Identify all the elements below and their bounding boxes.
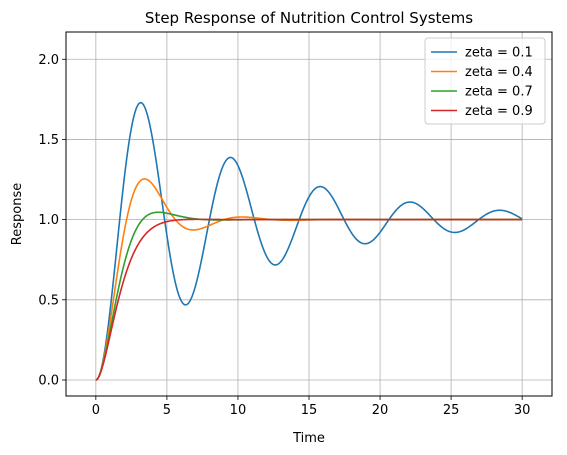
x-tick-label: 0 (92, 403, 100, 418)
legend-label: zeta = 0.1 (465, 46, 533, 61)
y-axis-ticks: 0.0 0.5 1.0 1.5 2.0 (38, 53, 66, 388)
y-tick-label: 0.0 (38, 373, 59, 388)
legend-label: zeta = 0.4 (465, 65, 533, 80)
x-tick-label: 25 (443, 403, 460, 418)
legend: zeta = 0.1 zeta = 0.4 zeta = 0.7 zeta = 0.9 (424, 37, 546, 125)
chart-title: Step Response of Nutrition Control Syste… (145, 9, 473, 27)
x-tick-label: 30 (514, 403, 531, 418)
x-tick-label: 15 (301, 403, 318, 418)
x-axis-label: Time (292, 431, 325, 446)
y-tick-label: 1.5 (38, 133, 59, 148)
x-tick-label: 20 (372, 403, 389, 418)
x-axis-ticks: 0 5 10 15 20 25 30 (92, 396, 531, 418)
x-tick-label: 5 (163, 403, 171, 418)
y-tick-label: 2.0 (38, 53, 59, 68)
y-tick-label: 0.5 (38, 293, 59, 308)
legend-label: zeta = 0.9 (465, 104, 533, 119)
series-line (95, 218, 523, 381)
series-lines (95, 101, 523, 381)
x-tick-label: 10 (230, 403, 247, 418)
y-axis-label: Response (10, 183, 25, 245)
y-tick-label: 1.0 (38, 213, 59, 228)
legend-box (424, 37, 546, 125)
series-line (95, 101, 523, 381)
legend-label: zeta = 0.7 (465, 85, 533, 100)
